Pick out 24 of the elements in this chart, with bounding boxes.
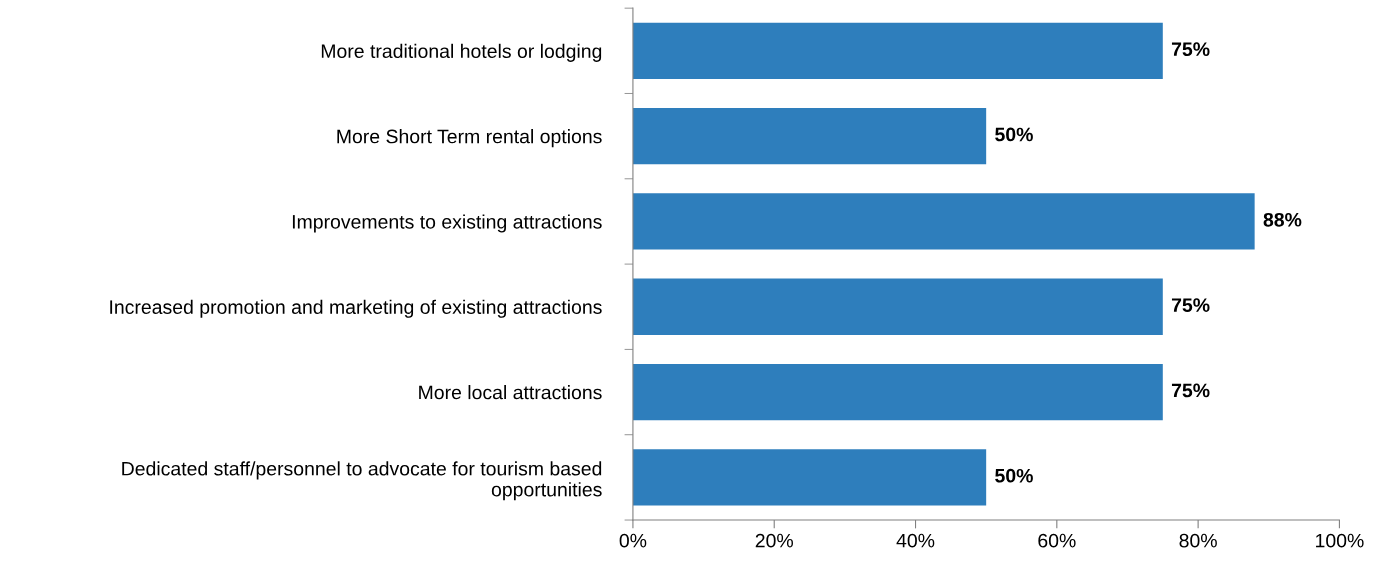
- y-tick-label: More traditional hotels or lodging: [321, 43, 602, 62]
- x-tick-label: 20%: [755, 533, 793, 548]
- data-label: 75%: [1171, 42, 1210, 57]
- x-tick-label: 80%: [1179, 533, 1217, 548]
- y-tick-label: More local attractions: [419, 385, 602, 400]
- data-label: 88%: [1263, 212, 1302, 227]
- data-label: 75%: [1171, 383, 1210, 398]
- bar: [632, 22, 1163, 79]
- y-tick-label: Dedicated staff/personnel to advocate for tourism based opportunities: [122, 461, 602, 501]
- data-label: 75%: [1171, 298, 1210, 312]
- bar: [632, 107, 987, 165]
- bar: [632, 193, 1255, 250]
- y-tick-label: Improvements to existing attractions: [292, 214, 602, 233]
- y-tick-label: More Short Term rental options: [337, 129, 602, 148]
- data-label: 50%: [995, 468, 1033, 483]
- y-tick-label: Increased promotion and marketing of existing attractions: [110, 299, 602, 318]
- x-tick-label: 0%: [619, 533, 647, 548]
- x-tick-label: 40%: [896, 533, 935, 548]
- bar: [632, 449, 987, 506]
- bar: [632, 278, 1163, 335]
- x-tick-label: 60%: [1038, 533, 1076, 548]
- data-label: 50%: [995, 127, 1033, 142]
- x-tick-label: 100%: [1316, 533, 1364, 548]
- bar: [632, 363, 1163, 421]
